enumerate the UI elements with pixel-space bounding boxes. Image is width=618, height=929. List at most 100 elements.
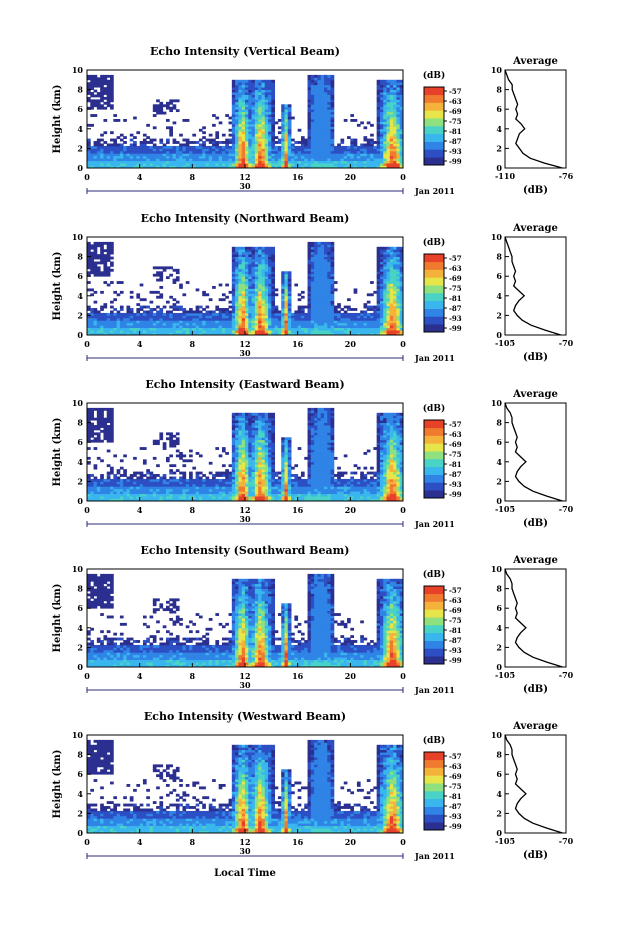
heatmap-cell <box>271 256 276 260</box>
heatmap-cell <box>106 82 111 86</box>
heatmap-cell <box>248 99 252 103</box>
heatmap-cell <box>116 158 121 162</box>
heatmap-cell <box>376 281 381 284</box>
heatmap-cell <box>231 488 236 492</box>
heatmap-cell <box>169 325 173 329</box>
heatmap-cell <box>169 496 173 499</box>
heatmap-cell <box>87 82 91 86</box>
heatmap-cell <box>327 256 331 260</box>
heatmap-cell <box>119 332 124 336</box>
heatmap-cell <box>169 99 173 103</box>
heatmap-cell <box>152 114 157 117</box>
heatmap-cell <box>149 474 154 477</box>
heatmap-cell <box>396 320 401 324</box>
heatmap-cell <box>264 163 269 166</box>
heatmap-cell <box>393 305 397 309</box>
heatmap-cell <box>314 254 318 257</box>
heatmap-cell <box>182 293 187 297</box>
heatmap-cell <box>235 427 239 431</box>
heatmap-cell <box>261 295 266 299</box>
heatmap-cell <box>231 126 236 130</box>
heatmap-cell <box>248 109 252 113</box>
heatmap-cell <box>366 138 371 142</box>
heatmap-cell <box>258 256 262 260</box>
heatmap-cell <box>215 471 220 475</box>
heatmap-cell <box>245 322 249 326</box>
heatmap-cell <box>238 121 243 125</box>
heatmap-cell <box>268 141 272 144</box>
heatmap-cell <box>379 271 384 275</box>
heatmap-cell <box>142 141 147 144</box>
heatmap-cell <box>373 163 378 166</box>
heatmap-cell <box>179 322 183 326</box>
heatmap-cell <box>146 496 150 499</box>
heatmap-cell <box>314 303 318 306</box>
heatmap-cell <box>129 143 134 147</box>
heatmap-cell <box>179 317 183 321</box>
heatmap-cell <box>208 327 213 331</box>
heatmap-cell <box>373 160 378 164</box>
heatmap-cell <box>156 111 160 115</box>
heatmap-cell <box>254 79 259 83</box>
heatmap-cell <box>310 82 315 86</box>
heatmap-cell <box>139 332 144 336</box>
heatmap-cell <box>294 153 299 157</box>
heatmap-cell <box>353 155 358 159</box>
heatmap-cell <box>330 241 335 245</box>
heatmap-cell <box>185 312 190 316</box>
heatmap-cell <box>353 312 358 316</box>
heatmap-cell <box>169 442 173 446</box>
heatmap-cell <box>241 449 246 453</box>
heatmap-cell <box>113 327 118 331</box>
heatmap-cell <box>366 315 371 319</box>
heatmap-cell <box>274 325 279 329</box>
heatmap-cell <box>379 254 384 257</box>
heatmap-cell <box>287 327 292 331</box>
heatmap-cell <box>281 305 285 309</box>
heatmap-cell <box>218 153 223 157</box>
heatmap-cell <box>241 488 246 492</box>
heatmap-cell <box>198 150 203 154</box>
heatmap-cell <box>360 163 364 166</box>
heatmap-cell <box>87 417 91 421</box>
heatmap-cell <box>340 138 345 142</box>
heatmap-cell <box>225 160 229 164</box>
heatmap-cell <box>133 136 137 139</box>
heatmap-cell <box>271 116 276 120</box>
heatmap-cell <box>314 266 318 270</box>
heatmap-cell <box>110 84 114 88</box>
heatmap-cell <box>330 101 335 105</box>
heatmap-cell <box>327 268 331 272</box>
heatmap-cell <box>268 249 272 253</box>
heatmap-cell <box>113 454 118 458</box>
heatmap-cell <box>399 315 404 319</box>
heatmap-cell <box>268 315 272 319</box>
heatmap-cell <box>179 163 183 166</box>
heatmap-cell <box>110 491 114 495</box>
heatmap-cell <box>238 141 243 144</box>
heatmap-cell <box>350 145 355 149</box>
heatmap-cell <box>241 123 246 127</box>
heatmap-cell <box>271 327 276 331</box>
heatmap-cell <box>324 116 328 120</box>
heatmap-cell <box>208 150 213 154</box>
heatmap-cell <box>360 322 364 326</box>
heatmap-cell <box>106 427 111 431</box>
heatmap-cell <box>300 305 305 309</box>
heatmap-cell <box>310 114 315 117</box>
heatmap-cell <box>366 325 371 329</box>
heatmap-cell <box>156 150 160 154</box>
heatmap-cell <box>159 295 164 299</box>
heatmap-cell <box>254 165 259 169</box>
heatmap-cell <box>231 111 236 115</box>
heatmap-cell <box>156 310 160 314</box>
heatmap-cell <box>245 92 249 95</box>
heatmap-cell <box>307 138 312 142</box>
heatmap-cell <box>248 266 252 270</box>
heatmap-cell <box>254 153 259 157</box>
heatmap-cell <box>258 249 262 253</box>
heatmap-cell <box>100 325 104 329</box>
heatmap-cell <box>169 109 173 113</box>
heatmap-cell <box>396 136 401 139</box>
heatmap-cell <box>195 322 200 326</box>
